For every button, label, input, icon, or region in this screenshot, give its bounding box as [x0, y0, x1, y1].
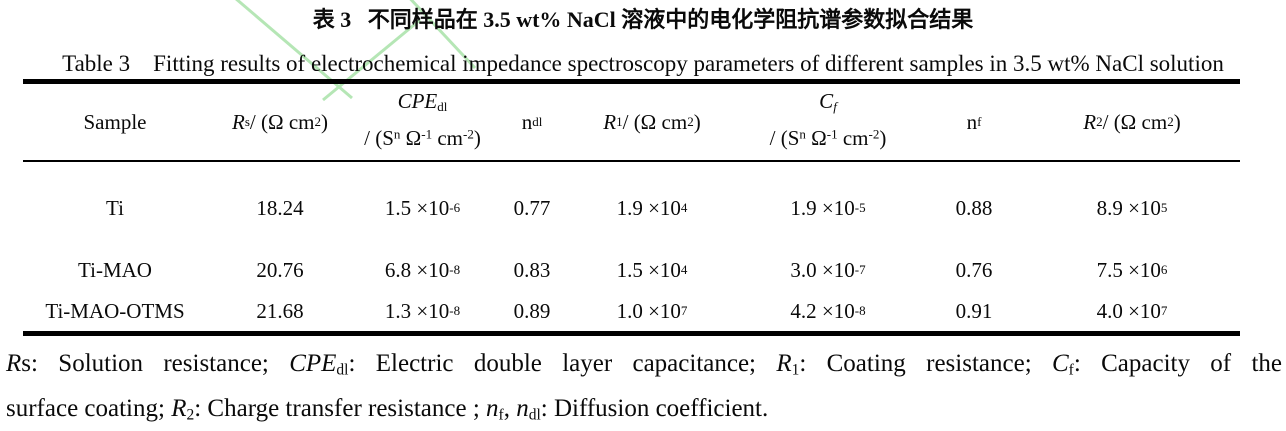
cell-rs: 18.24 [256, 195, 304, 220]
cell-rs: 21.68 [256, 298, 304, 323]
header-cf: Cf / (Sn Ω-1 cm-2) [732, 84, 924, 160]
header-sample: Sample [83, 109, 147, 134]
cell-r2: 4.0 ×10 7 [1096, 298, 1168, 323]
table-caption-en: Table 3 Fitting results of electrochemic… [62, 51, 1224, 76]
cell-r2: 7.5 ×10 6 [1096, 257, 1168, 282]
cell-sample: Ti-MAO-OTMS [45, 298, 185, 323]
table-rule-bottom [23, 331, 1240, 336]
cell-n-dl: 0.77 [513, 195, 551, 220]
cell-n-f: 0.91 [955, 298, 993, 323]
cell-r1: 1.9 ×10 4 [616, 195, 688, 220]
table-row-ti-mao: Ti-MAO 20.76 6.8 ×10 -8 0.83 1.5 ×10 4 3.0… [23, 255, 1240, 285]
footnote-line-1: Rs: Solution resistance; CPEdl: Electric… [6, 350, 1282, 379]
cell-n-dl: 0.89 [513, 298, 551, 323]
table-footnote: Rs: Solution resistance; CPEdl: Electric… [6, 341, 1282, 431]
cell-cf: 4.2 ×10 -8 [790, 298, 866, 323]
header-n-dl: n dl [521, 109, 543, 134]
header-cpe-dl-unit: / (Sn Ω-1 cm-2) [364, 126, 481, 150]
cell-cpe-dl: 1.3 ×10 -8 [384, 298, 461, 323]
cell-cpe-dl: 6.8 ×10 -8 [384, 257, 461, 282]
cell-r1: 1.5 ×10 4 [616, 257, 688, 282]
cell-r1: 1.0 ×10 7 [616, 298, 688, 323]
cell-n-f: 0.88 [955, 195, 993, 220]
header-cpe-dl: CPEdl / (Sn Ω-1 cm-2) [353, 84, 492, 160]
cell-sample: Ti-MAO [78, 257, 152, 282]
cell-n-dl: 0.83 [513, 257, 551, 282]
cell-cpe-dl: 1.5 ×10 -6 [384, 195, 461, 220]
table-row-ti-mao-otms: Ti-MAO-OTMS 21.68 1.3 ×10 -8 0.89 1.0 ×10… [23, 296, 1240, 326]
cell-rs: 20.76 [256, 257, 304, 282]
table-caption-zh: 表 3 不同样品在 3.5 wt% NaCl 溶液中的电化学阻抗谱参数拟合结果 [312, 7, 974, 32]
cell-n-f: 0.76 [955, 257, 993, 282]
cell-r2: 8.9 ×10 5 [1096, 195, 1168, 220]
header-cf-symbol: Cf [819, 89, 837, 114]
header-cpe-dl-symbol: CPEdl [397, 89, 448, 114]
cell-cf: 3.0 ×10 -7 [790, 257, 866, 282]
cell-cf: 1.9 ×10 -5 [790, 195, 866, 220]
table-rule-top [23, 79, 1240, 84]
header-cf-unit: / (Sn Ω-1 cm-2) [769, 126, 887, 150]
table-row-ti: Ti 18.24 1.5 ×10 -6 0.77 1.9 ×10 4 1.9 ×10… [23, 193, 1240, 223]
table-rule-mid [23, 160, 1240, 162]
cell-sample: Ti [106, 195, 124, 220]
footnote-line-2: surface coating; R2: Charge transfer res… [6, 395, 769, 424]
